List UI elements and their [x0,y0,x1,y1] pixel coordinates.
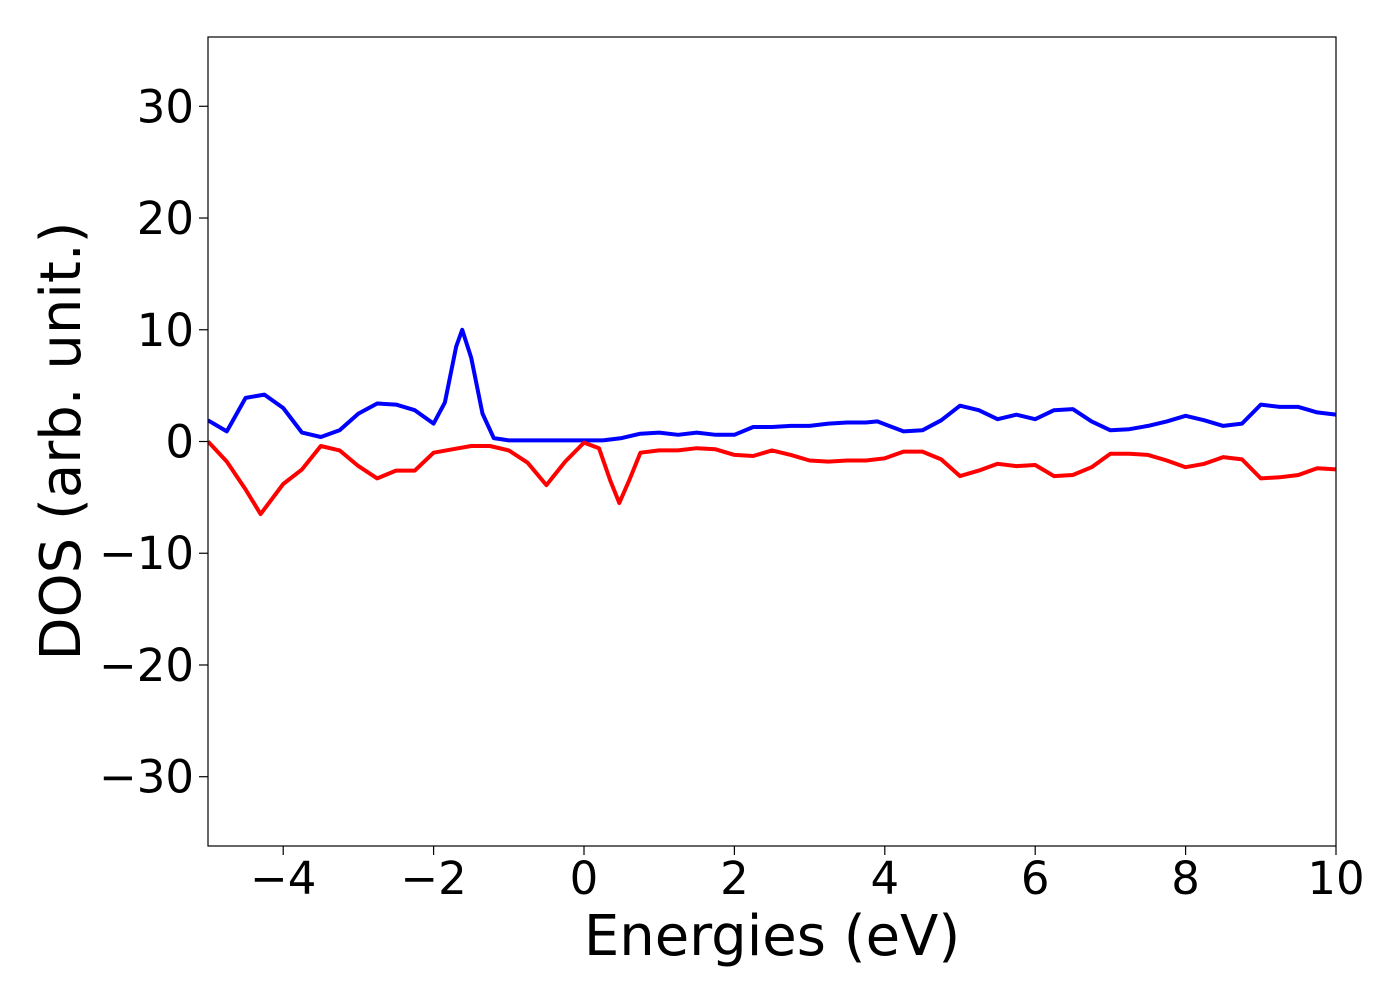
x-tick-label: 8 [1171,852,1200,905]
x-tick-label: 10 [1307,852,1364,905]
y-tick-label: −30 [99,751,194,804]
x-tick-label: 4 [870,852,899,905]
series-line [208,327,1336,443]
y-tick-label: 0 [165,416,194,469]
plot-lines [208,327,1336,517]
x-tick-label: 0 [570,852,599,905]
x-tick-label: 6 [1021,852,1050,905]
y-tick-label: 10 [137,304,194,357]
y-axis-label: DOS (arb. unit.) [29,221,94,660]
plot-frame [207,36,1337,847]
x-tick-label: −2 [400,852,466,905]
x-tick-label: −4 [250,852,316,905]
y-tick-label: 30 [137,80,194,133]
x-tick-label: 2 [720,852,749,905]
series-line [208,440,1336,517]
y-tick-label: −10 [99,527,194,580]
x-axis-label: Energies (eV) [584,904,960,969]
y-tick-label: 20 [137,192,194,245]
y-tick-label: −20 [99,639,194,692]
